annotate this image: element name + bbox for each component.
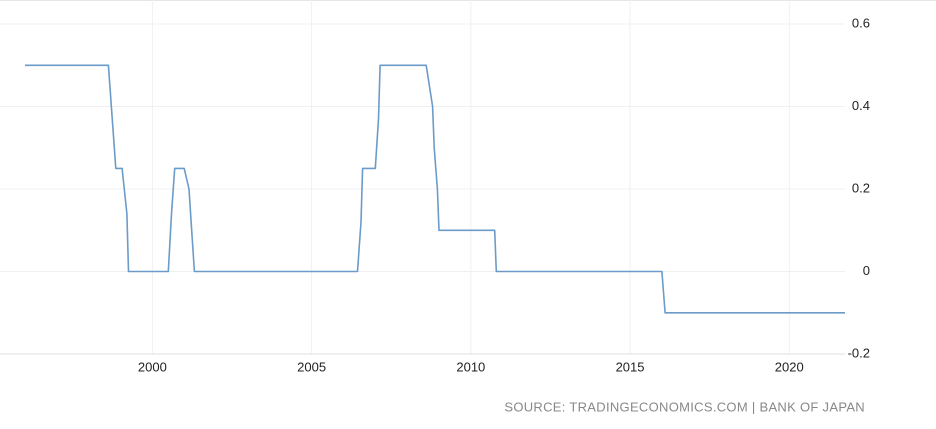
x-tick-label: 2015 bbox=[616, 359, 645, 374]
source-note: SOURCE: TRADINGECONOMICS.COM | BANK OF J… bbox=[504, 399, 865, 414]
x-tick-label: 2000 bbox=[138, 359, 167, 374]
x-tick-label: 2020 bbox=[775, 359, 804, 374]
y-tick-label: -0.2 bbox=[848, 345, 870, 360]
data-line bbox=[25, 64, 845, 314]
x-tick-label: 2005 bbox=[297, 359, 326, 374]
y-tick-label: 0 bbox=[863, 263, 870, 278]
y-tick-label: 0.4 bbox=[852, 98, 870, 113]
y-tick-label: 0.6 bbox=[852, 15, 870, 30]
y-tick-label: 0.2 bbox=[852, 180, 870, 195]
x-tick-label: 2010 bbox=[456, 359, 485, 374]
